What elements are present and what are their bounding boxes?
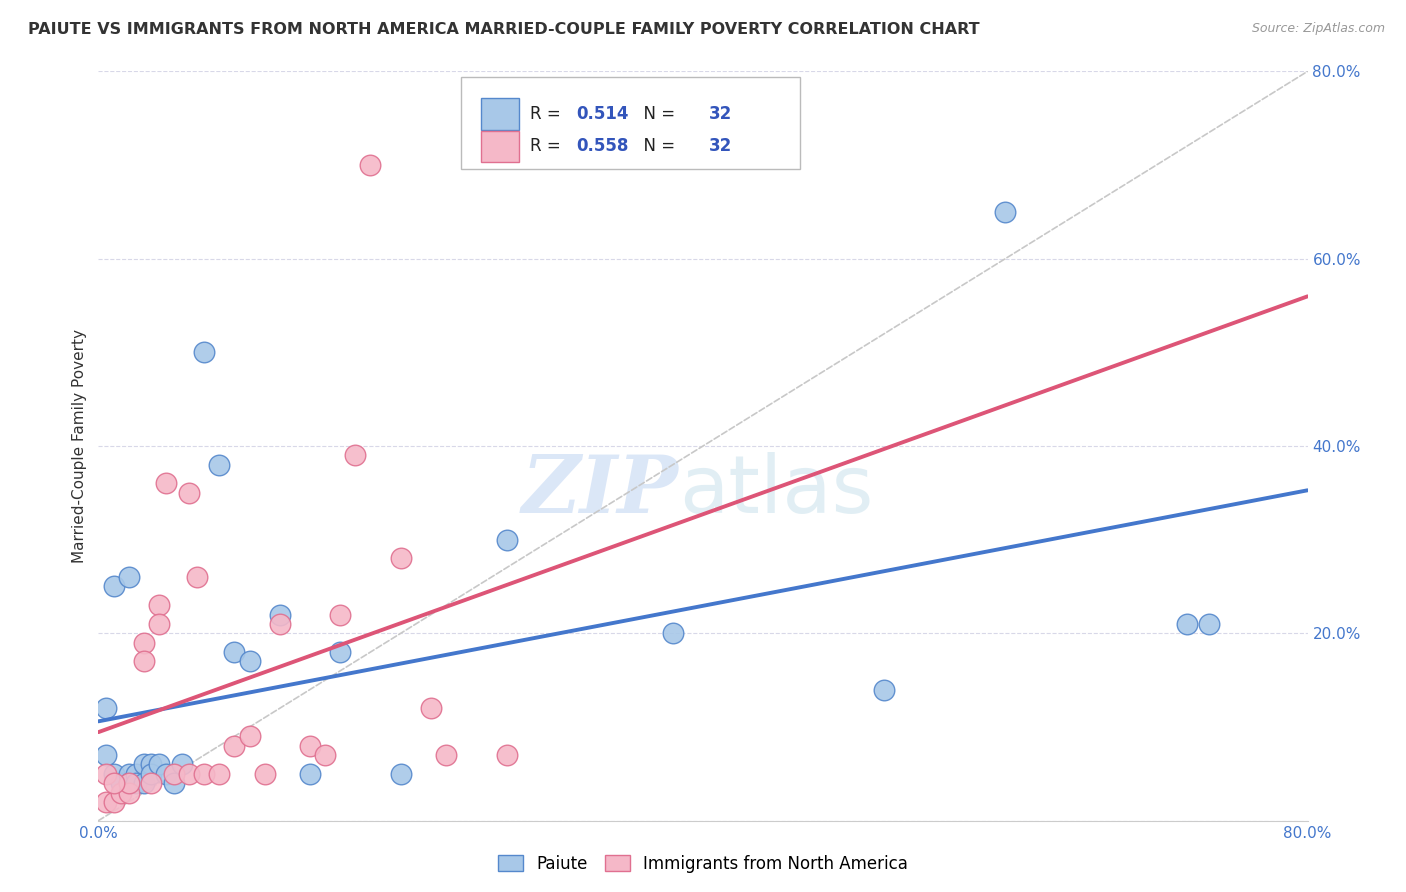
- Point: [344, 449, 367, 463]
- Point: [186, 570, 208, 584]
- Point: [141, 776, 163, 790]
- Point: [125, 776, 148, 790]
- Point: [1175, 617, 1198, 632]
- Point: [132, 757, 155, 772]
- FancyBboxPatch shape: [461, 77, 800, 169]
- Point: [329, 607, 352, 622]
- Point: [148, 617, 170, 632]
- Point: [389, 551, 412, 566]
- Text: R =: R =: [530, 105, 567, 123]
- Point: [163, 767, 186, 781]
- Point: [141, 757, 163, 772]
- Point: [118, 786, 141, 800]
- Text: 32: 32: [709, 105, 733, 123]
- Point: [103, 776, 125, 790]
- Text: N =: N =: [633, 105, 681, 123]
- Point: [661, 626, 683, 640]
- Point: [179, 486, 201, 500]
- Text: ZIP: ZIP: [522, 452, 679, 530]
- Point: [103, 795, 125, 809]
- Text: Source: ZipAtlas.com: Source: ZipAtlas.com: [1251, 22, 1385, 36]
- Point: [132, 655, 155, 669]
- Point: [148, 757, 170, 772]
- Point: [208, 767, 231, 781]
- Point: [170, 757, 193, 772]
- Point: [155, 767, 177, 781]
- Text: 0.558: 0.558: [576, 137, 628, 155]
- Point: [118, 570, 141, 584]
- Point: [299, 767, 322, 781]
- Point: [125, 767, 148, 781]
- Point: [224, 739, 246, 753]
- Point: [118, 776, 141, 790]
- Point: [193, 767, 215, 781]
- Point: [94, 701, 117, 715]
- Point: [163, 776, 186, 790]
- Point: [110, 776, 132, 790]
- Point: [118, 767, 141, 781]
- Point: [118, 776, 141, 790]
- Point: [94, 767, 117, 781]
- Point: [299, 739, 322, 753]
- Point: [193, 345, 215, 359]
- Point: [495, 747, 517, 762]
- Point: [224, 645, 246, 659]
- Point: [148, 599, 170, 613]
- Point: [360, 158, 382, 172]
- Point: [141, 767, 163, 781]
- Point: [994, 205, 1017, 219]
- Point: [94, 747, 117, 762]
- Point: [495, 533, 517, 547]
- Point: [253, 767, 276, 781]
- Text: R =: R =: [530, 137, 567, 155]
- Legend: Paiute, Immigrants from North America: Paiute, Immigrants from North America: [492, 848, 914, 880]
- FancyBboxPatch shape: [481, 98, 519, 130]
- Point: [314, 747, 336, 762]
- Point: [132, 776, 155, 790]
- Point: [132, 635, 155, 649]
- Y-axis label: Married-Couple Family Poverty: Married-Couple Family Poverty: [72, 329, 87, 563]
- Point: [269, 607, 291, 622]
- Text: 32: 32: [709, 137, 733, 155]
- Point: [103, 767, 125, 781]
- Text: 0.514: 0.514: [576, 105, 628, 123]
- Point: [239, 730, 262, 744]
- Point: [94, 795, 117, 809]
- Point: [208, 458, 231, 472]
- Point: [389, 767, 412, 781]
- Point: [269, 617, 291, 632]
- Point: [873, 682, 896, 697]
- Point: [155, 476, 177, 491]
- Point: [179, 767, 201, 781]
- FancyBboxPatch shape: [481, 130, 519, 162]
- Point: [1198, 617, 1220, 632]
- Point: [420, 701, 443, 715]
- Point: [434, 747, 457, 762]
- Point: [110, 786, 132, 800]
- Text: atlas: atlas: [679, 452, 873, 530]
- Point: [239, 655, 262, 669]
- Text: PAIUTE VS IMMIGRANTS FROM NORTH AMERICA MARRIED-COUPLE FAMILY POVERTY CORRELATIO: PAIUTE VS IMMIGRANTS FROM NORTH AMERICA …: [28, 22, 980, 37]
- Point: [329, 645, 352, 659]
- Text: N =: N =: [633, 137, 681, 155]
- Point: [103, 580, 125, 594]
